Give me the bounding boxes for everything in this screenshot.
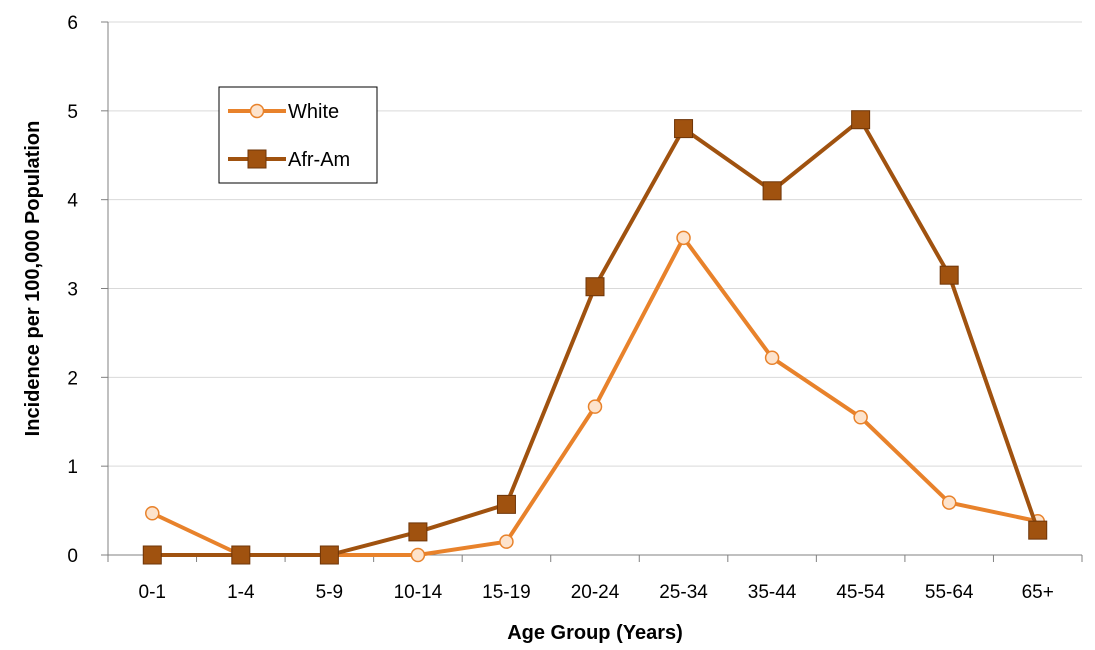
- y-tick-label: 5: [67, 102, 78, 123]
- x-tick-label: 35-44: [748, 582, 797, 603]
- x-tick-label: 45-54: [836, 582, 885, 603]
- x-tick-label: 65+: [1022, 582, 1054, 603]
- x-tick-label: 0-1: [139, 582, 166, 603]
- data-point: [231, 545, 251, 565]
- y-tick-label: 1: [67, 457, 78, 478]
- y-tick-label: 6: [67, 13, 78, 34]
- series-line: [152, 117, 1040, 557]
- legend-marker: [249, 103, 265, 119]
- data-point: [762, 181, 782, 201]
- data-point: [941, 495, 957, 510]
- legend-item: Afr-Am: [228, 149, 350, 171]
- legend-marker: [247, 149, 267, 169]
- series-layer: [142, 110, 1048, 565]
- data-point: [410, 547, 426, 563]
- data-point: [499, 534, 514, 549]
- y-axis-title: Incidence per 100,000 Population: [22, 121, 44, 437]
- data-point: [764, 350, 780, 366]
- y-tick-label: 3: [67, 280, 78, 301]
- x-tick-label: 1-4: [227, 582, 255, 603]
- data-point: [408, 522, 428, 542]
- data-point: [676, 230, 691, 246]
- data-point: [142, 545, 162, 565]
- x-tick-label: 20-24: [571, 582, 620, 603]
- data-point: [319, 545, 339, 565]
- legend-item: White: [228, 101, 339, 123]
- x-tick-label: 15-19: [482, 582, 531, 603]
- x-tick-label: 25-34: [659, 582, 708, 603]
- y-tick-label: 4: [67, 191, 78, 212]
- legend-label: White: [288, 101, 339, 123]
- x-tick-label: 10-14: [394, 582, 443, 603]
- data-point: [587, 399, 603, 414]
- data-point: [939, 265, 959, 285]
- y-tick-label: 0: [67, 546, 78, 567]
- legend-box: [218, 86, 378, 184]
- data-point: [853, 410, 868, 425]
- data-point: [585, 277, 605, 297]
- data-point: [851, 110, 871, 130]
- data-point: [1028, 520, 1048, 540]
- x-tick-label: 5-9: [316, 582, 343, 603]
- data-point: [496, 494, 516, 514]
- data-point: [145, 505, 160, 521]
- x-tick-label: 55-64: [925, 582, 974, 603]
- data-point: [674, 119, 694, 139]
- x-axis-title: Age Group (Years): [507, 622, 683, 644]
- x-tick-labels: 0-1 1-4 5-9 10-14 15-19 20-24 25-34 35-44 45-54 5…: [107, 555, 1083, 603]
- legend-label: Afr-Am: [288, 149, 350, 171]
- series-afr-am: [142, 110, 1048, 565]
- legend: White Afr-Am: [218, 86, 378, 184]
- y-tick-label: 2: [67, 368, 78, 389]
- y-tick-labels: 0 1 2 3 4 5 6: [67, 13, 108, 567]
